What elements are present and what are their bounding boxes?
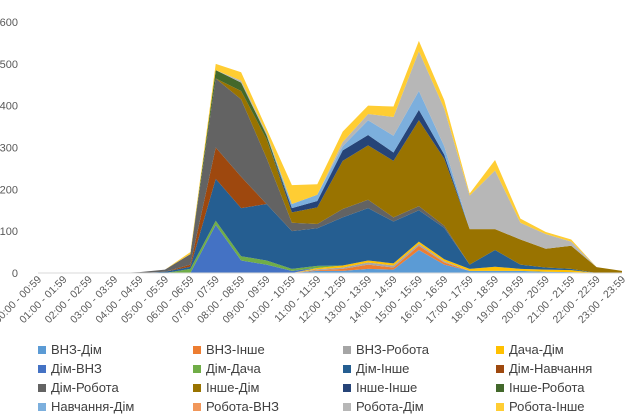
legend-item-11: Інше-Робота	[496, 380, 585, 396]
legend-item-15: Робота-Інше	[496, 399, 585, 415]
legend-swatch	[496, 346, 504, 354]
y-tick-label-3: 300	[0, 143, 18, 155]
legend-swatch	[38, 384, 46, 392]
legend-item-6: Дім-Інше	[343, 361, 409, 377]
legend-label: Робота-ВНЗ	[206, 399, 279, 414]
legend-label: Інше-Дім	[206, 380, 260, 395]
legend-item-12: Навчання-Дім	[38, 399, 134, 415]
legend-label: Навчання-Дім	[51, 399, 135, 414]
legend-item-2: ВНЗ-Робота	[343, 342, 429, 358]
legend-swatch	[343, 384, 351, 392]
area-series-9	[38, 78, 622, 273]
chart-legend: ВНЗ-Дім ВНЗ-Інше ВНЗ-Робота Дача-Дім Дім-ВНЗ…	[38, 342, 638, 418]
legend-swatch	[38, 346, 46, 354]
legend-swatch	[38, 365, 46, 373]
y-tick-label-4: 400	[0, 101, 18, 113]
legend-label: Дім-ВНЗ	[51, 361, 102, 376]
legend-swatch	[496, 384, 504, 392]
legend-item-10: Інше-Інше	[343, 380, 417, 396]
legend-swatch	[343, 365, 351, 373]
legend-label: Дім-Інше	[356, 361, 410, 376]
legend-swatch	[343, 346, 351, 354]
legend-label: Дім-Дача	[206, 361, 261, 376]
legend-item-14: Робота-Дім	[343, 399, 424, 415]
legend-item-3: Дача-Дім	[496, 342, 564, 358]
legend-label: Інше-Робота	[509, 380, 585, 395]
legend-label: Дім-Робота	[51, 380, 119, 395]
legend-swatch	[193, 346, 201, 354]
legend-swatch	[193, 384, 201, 392]
legend-item-7: Дім-Навчання	[496, 361, 592, 377]
legend-swatch	[193, 403, 201, 411]
legend-item-13: Робота-ВНЗ	[193, 399, 279, 415]
legend-label: Дім-Навчання	[509, 361, 593, 376]
legend-item-4: Дім-ВНЗ	[38, 361, 102, 377]
legend-item-8: Дім-Робота	[38, 380, 119, 396]
legend-swatch	[496, 403, 504, 411]
legend-item-9: Інше-Дім	[193, 380, 259, 396]
legend-label: Робота-Дім	[356, 399, 424, 414]
legend-swatch	[193, 365, 201, 373]
y-tick-label-5: 500	[0, 59, 18, 71]
y-tick-label-2: 200	[0, 184, 18, 196]
legend-label: ВНЗ-Дім	[51, 342, 102, 357]
y-tick-label-1: 100	[0, 226, 18, 238]
legend-label: Інше-Інше	[356, 380, 418, 395]
legend-item-1: ВНЗ-Інше	[193, 342, 265, 358]
area-series-6	[38, 178, 622, 273]
legend-label: Робота-Інше	[509, 399, 585, 414]
y-tick-label-0: 0	[12, 268, 18, 280]
legend-swatch	[496, 365, 504, 373]
area-series-12	[38, 70, 622, 273]
areas-layer	[38, 40, 622, 273]
legend-label: ВНЗ-Інше	[206, 342, 265, 357]
legend-label: ВНЗ-Робота	[356, 342, 429, 357]
legend-label: Дача-Дім	[509, 342, 564, 357]
area-series-14	[38, 51, 622, 273]
legend-swatch	[38, 403, 46, 411]
y-tick-label-6: 600	[0, 17, 18, 29]
legend-swatch	[343, 403, 351, 411]
legend-item-5: Дім-Дача	[193, 361, 261, 377]
area-series-3	[38, 241, 622, 273]
legend-item-0: ВНЗ-Дім	[38, 342, 102, 358]
